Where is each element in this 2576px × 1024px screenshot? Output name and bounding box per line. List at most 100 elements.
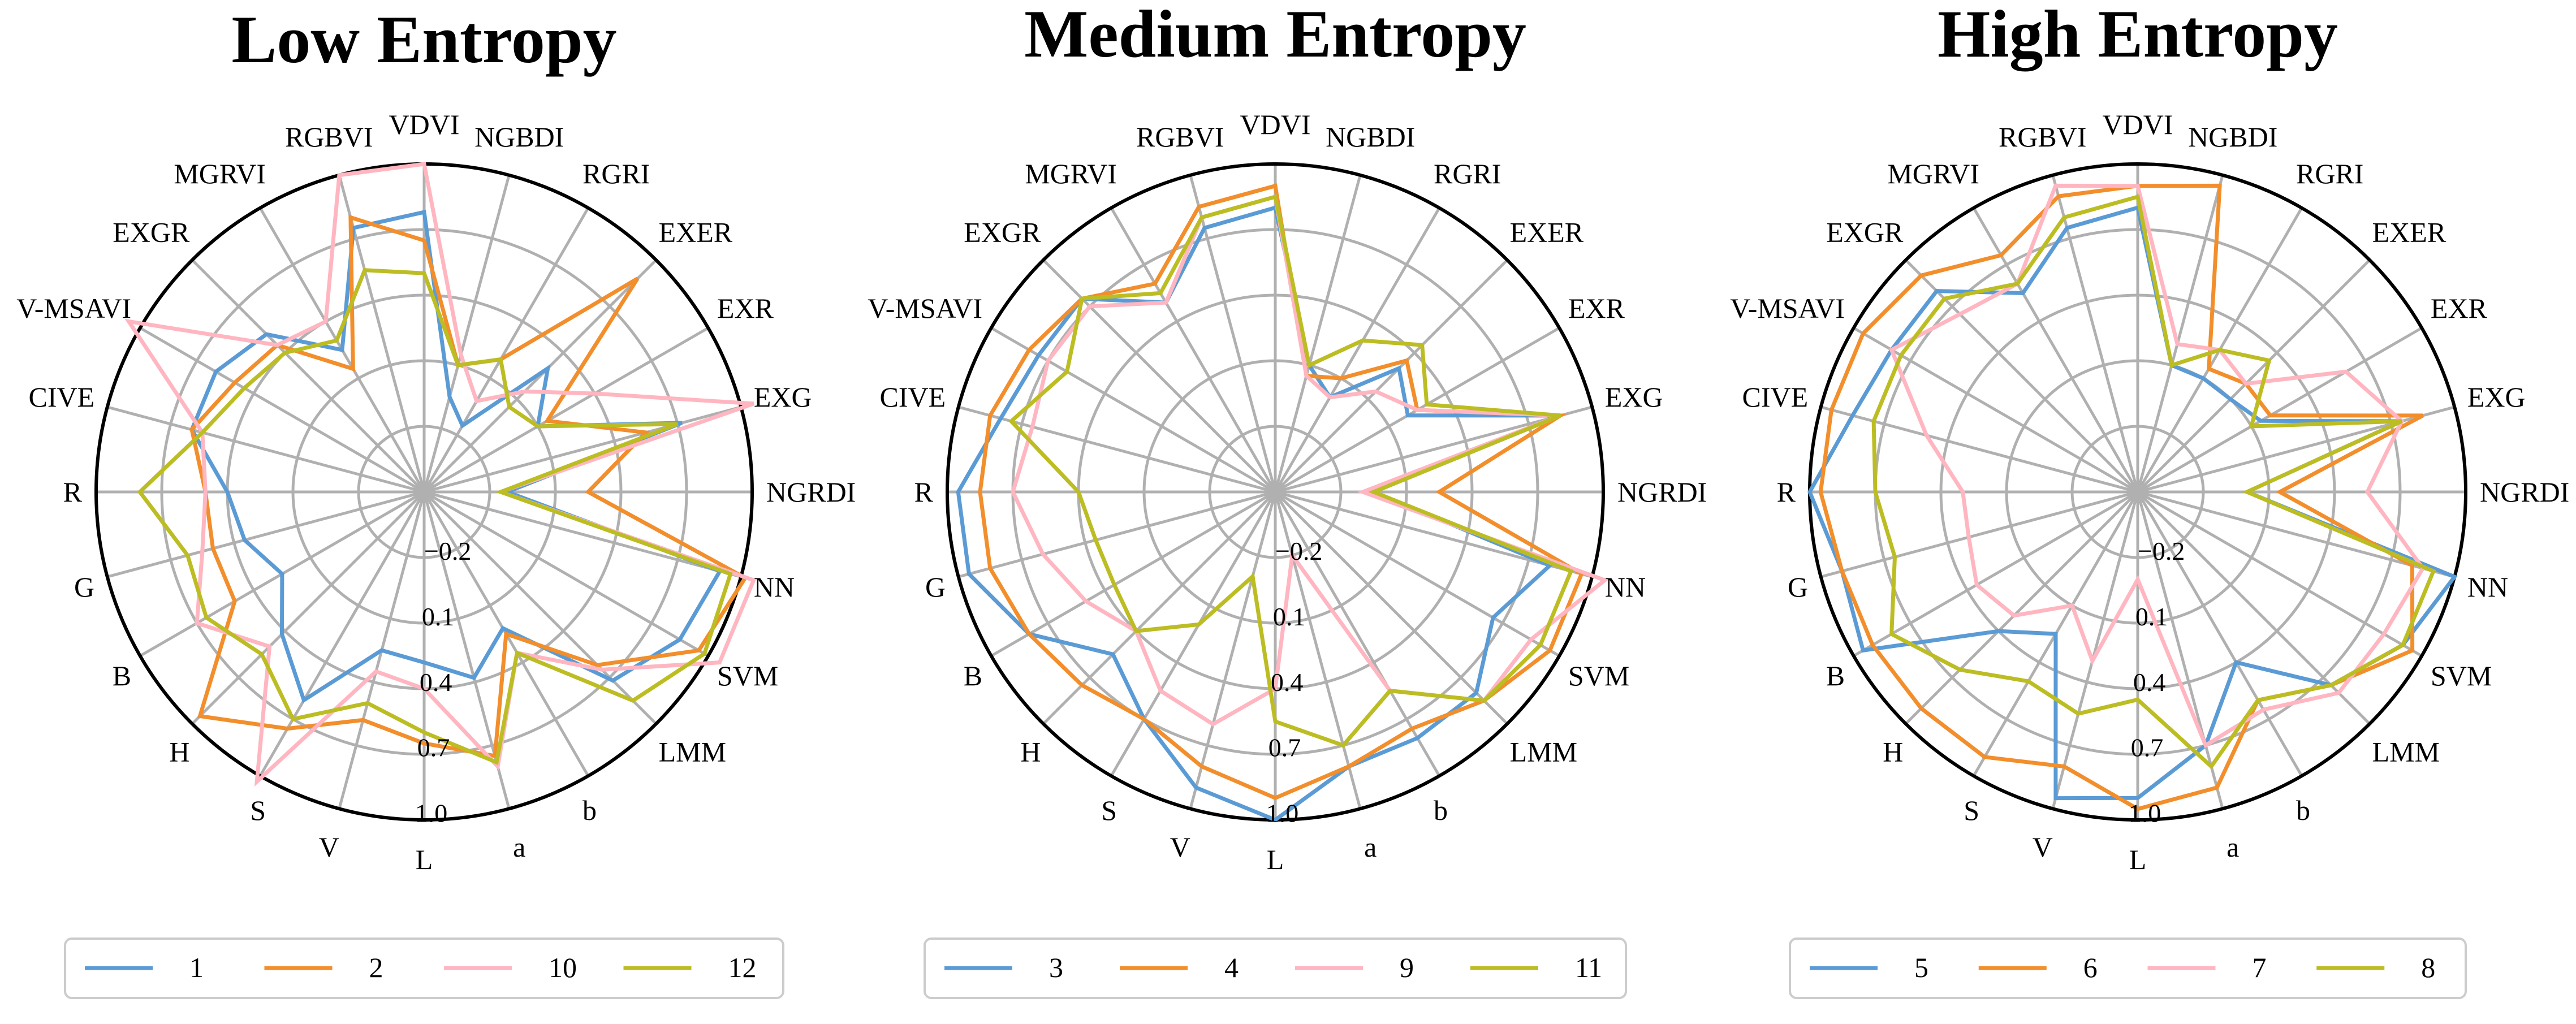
grid-spoke — [2051, 175, 2139, 492]
axis-label: H — [1883, 736, 1903, 768]
axis-label: RGRI — [1434, 158, 1501, 189]
chart-title: Medium Entropy — [1024, 0, 1526, 71]
axis-label: MGRVI — [1025, 158, 1117, 189]
axis-label: NN — [754, 571, 795, 603]
axis-label: G — [74, 571, 94, 603]
axis-label: LMM — [1510, 736, 1577, 768]
grid-spoke — [424, 490, 741, 578]
grid-spoke — [958, 490, 1276, 578]
axis-label: R — [1777, 476, 1796, 508]
axis-label: NN — [2467, 571, 2508, 603]
grid-spoke — [2136, 175, 2224, 492]
axis-label: S — [1101, 794, 1117, 826]
axis-label: VDVI — [2103, 109, 2173, 140]
r-tick-label: −0.2 — [2138, 537, 2185, 565]
axis-label: LMM — [659, 736, 726, 768]
axis-label: S — [1964, 794, 1979, 826]
grid-spoke — [1274, 490, 1560, 658]
axis-label: EXR — [717, 292, 774, 324]
axis-label: b — [582, 794, 597, 826]
axis-label: R — [63, 476, 83, 508]
axis-label: SVM — [2431, 660, 2492, 692]
grid-spoke — [107, 405, 425, 494]
legend-label-5: 5 — [1914, 952, 1928, 983]
r-tick-label: 1.0 — [2129, 799, 2161, 828]
grid-spoke — [1905, 491, 2139, 725]
radar-chart-1: Low Entropy −0.2 0.1 0.4 0.7 1.0 NGRDI EXG EXR EX… — [16, 2, 856, 999]
axis-label: NGRDI — [766, 476, 856, 508]
axis-label: CIVE — [28, 381, 94, 413]
grid-spoke — [1274, 491, 1508, 725]
r-tick-label: 1.0 — [415, 799, 448, 828]
grid-spoke — [423, 490, 709, 658]
series-9-line — [1011, 194, 1609, 727]
r-tick-label: 0.1 — [2135, 602, 2168, 631]
axis-label: a — [513, 831, 525, 863]
legend-label-6: 6 — [2083, 952, 2098, 983]
series-7-line — [1889, 183, 2426, 749]
axis-label: MGRVI — [1887, 158, 1979, 189]
axis-label: SVM — [1568, 660, 1629, 692]
legend-label-7: 7 — [2253, 952, 2267, 983]
grid-spoke — [1820, 490, 2138, 578]
axis-label: CIVE — [879, 381, 946, 413]
axis-label: EXER — [1510, 216, 1584, 248]
grid-spoke — [422, 207, 590, 493]
r-tick-label: 0.7 — [2131, 733, 2164, 762]
axis-label: b — [2296, 794, 2310, 826]
grid-spoke — [2137, 490, 2423, 658]
r-tick-label: −0.2 — [1275, 537, 1322, 565]
grid-spoke — [1972, 207, 2139, 493]
series-12-line — [137, 268, 733, 765]
axis-label: VDVI — [1240, 109, 1311, 140]
series-1-line — [189, 209, 723, 703]
axis-label: B — [964, 660, 982, 692]
series-8-line — [1871, 194, 2436, 770]
axis-label: V — [2033, 831, 2053, 863]
grid-spoke — [1274, 491, 1362, 809]
axis-label: EXGR — [964, 216, 1041, 248]
r-tick-label: 0.4 — [2133, 668, 2166, 697]
axis-label: NGRDI — [1617, 476, 1707, 508]
grid-spoke — [1110, 207, 1277, 493]
grid-spoke — [1275, 405, 1593, 494]
legend: 5 6 7 8 — [1789, 937, 2467, 999]
grid-spoke — [958, 405, 1276, 494]
axis-label: RGBVI — [285, 121, 373, 153]
axis-label: EXER — [2372, 216, 2446, 248]
r-tick-label: 0.7 — [1268, 733, 1301, 762]
axis-label: B — [1826, 660, 1845, 692]
grid-spoke — [1110, 491, 1277, 777]
grid-spoke — [990, 326, 1276, 494]
axis-label: NN — [1605, 571, 1646, 603]
legend-label-9: 9 — [1400, 952, 1414, 983]
grid-spoke — [423, 491, 657, 725]
grid-spoke — [423, 326, 709, 494]
axis-label: L — [2129, 844, 2147, 875]
axis-label: R — [914, 476, 934, 508]
r-tick-label: 1.0 — [1266, 799, 1299, 828]
axis-label: V — [319, 831, 339, 863]
axis-label: MGRVI — [174, 158, 266, 189]
axis-label: EXGR — [1826, 216, 1904, 248]
grid-spoke — [107, 490, 425, 578]
legend-label-2: 2 — [369, 952, 383, 983]
axis-label: G — [925, 571, 946, 603]
legend-label-10: 10 — [549, 952, 577, 983]
grid-spoke — [2136, 491, 2303, 777]
axis-label: RGBVI — [1136, 121, 1224, 153]
r-tick-label: −0.2 — [424, 537, 471, 565]
axis-label: B — [113, 660, 131, 692]
r-tick-label: 0.1 — [1273, 602, 1306, 631]
axis-label: S — [250, 794, 266, 826]
legend-box — [64, 937, 784, 999]
series-4-line — [978, 183, 1585, 801]
axis-label: NGBDI — [1326, 121, 1415, 153]
chart-title: Low Entropy — [231, 2, 616, 77]
r-tick-label: 0.4 — [1271, 668, 1304, 697]
axis-label: VDVI — [389, 109, 460, 140]
radar-chart-3: High Entropy −0.2 0.1 0.4 0.7 1.0 NGRDI EXG EXR E… — [1730, 0, 2569, 999]
legend-label-11: 11 — [1575, 952, 1602, 983]
grid-spoke — [191, 259, 425, 493]
